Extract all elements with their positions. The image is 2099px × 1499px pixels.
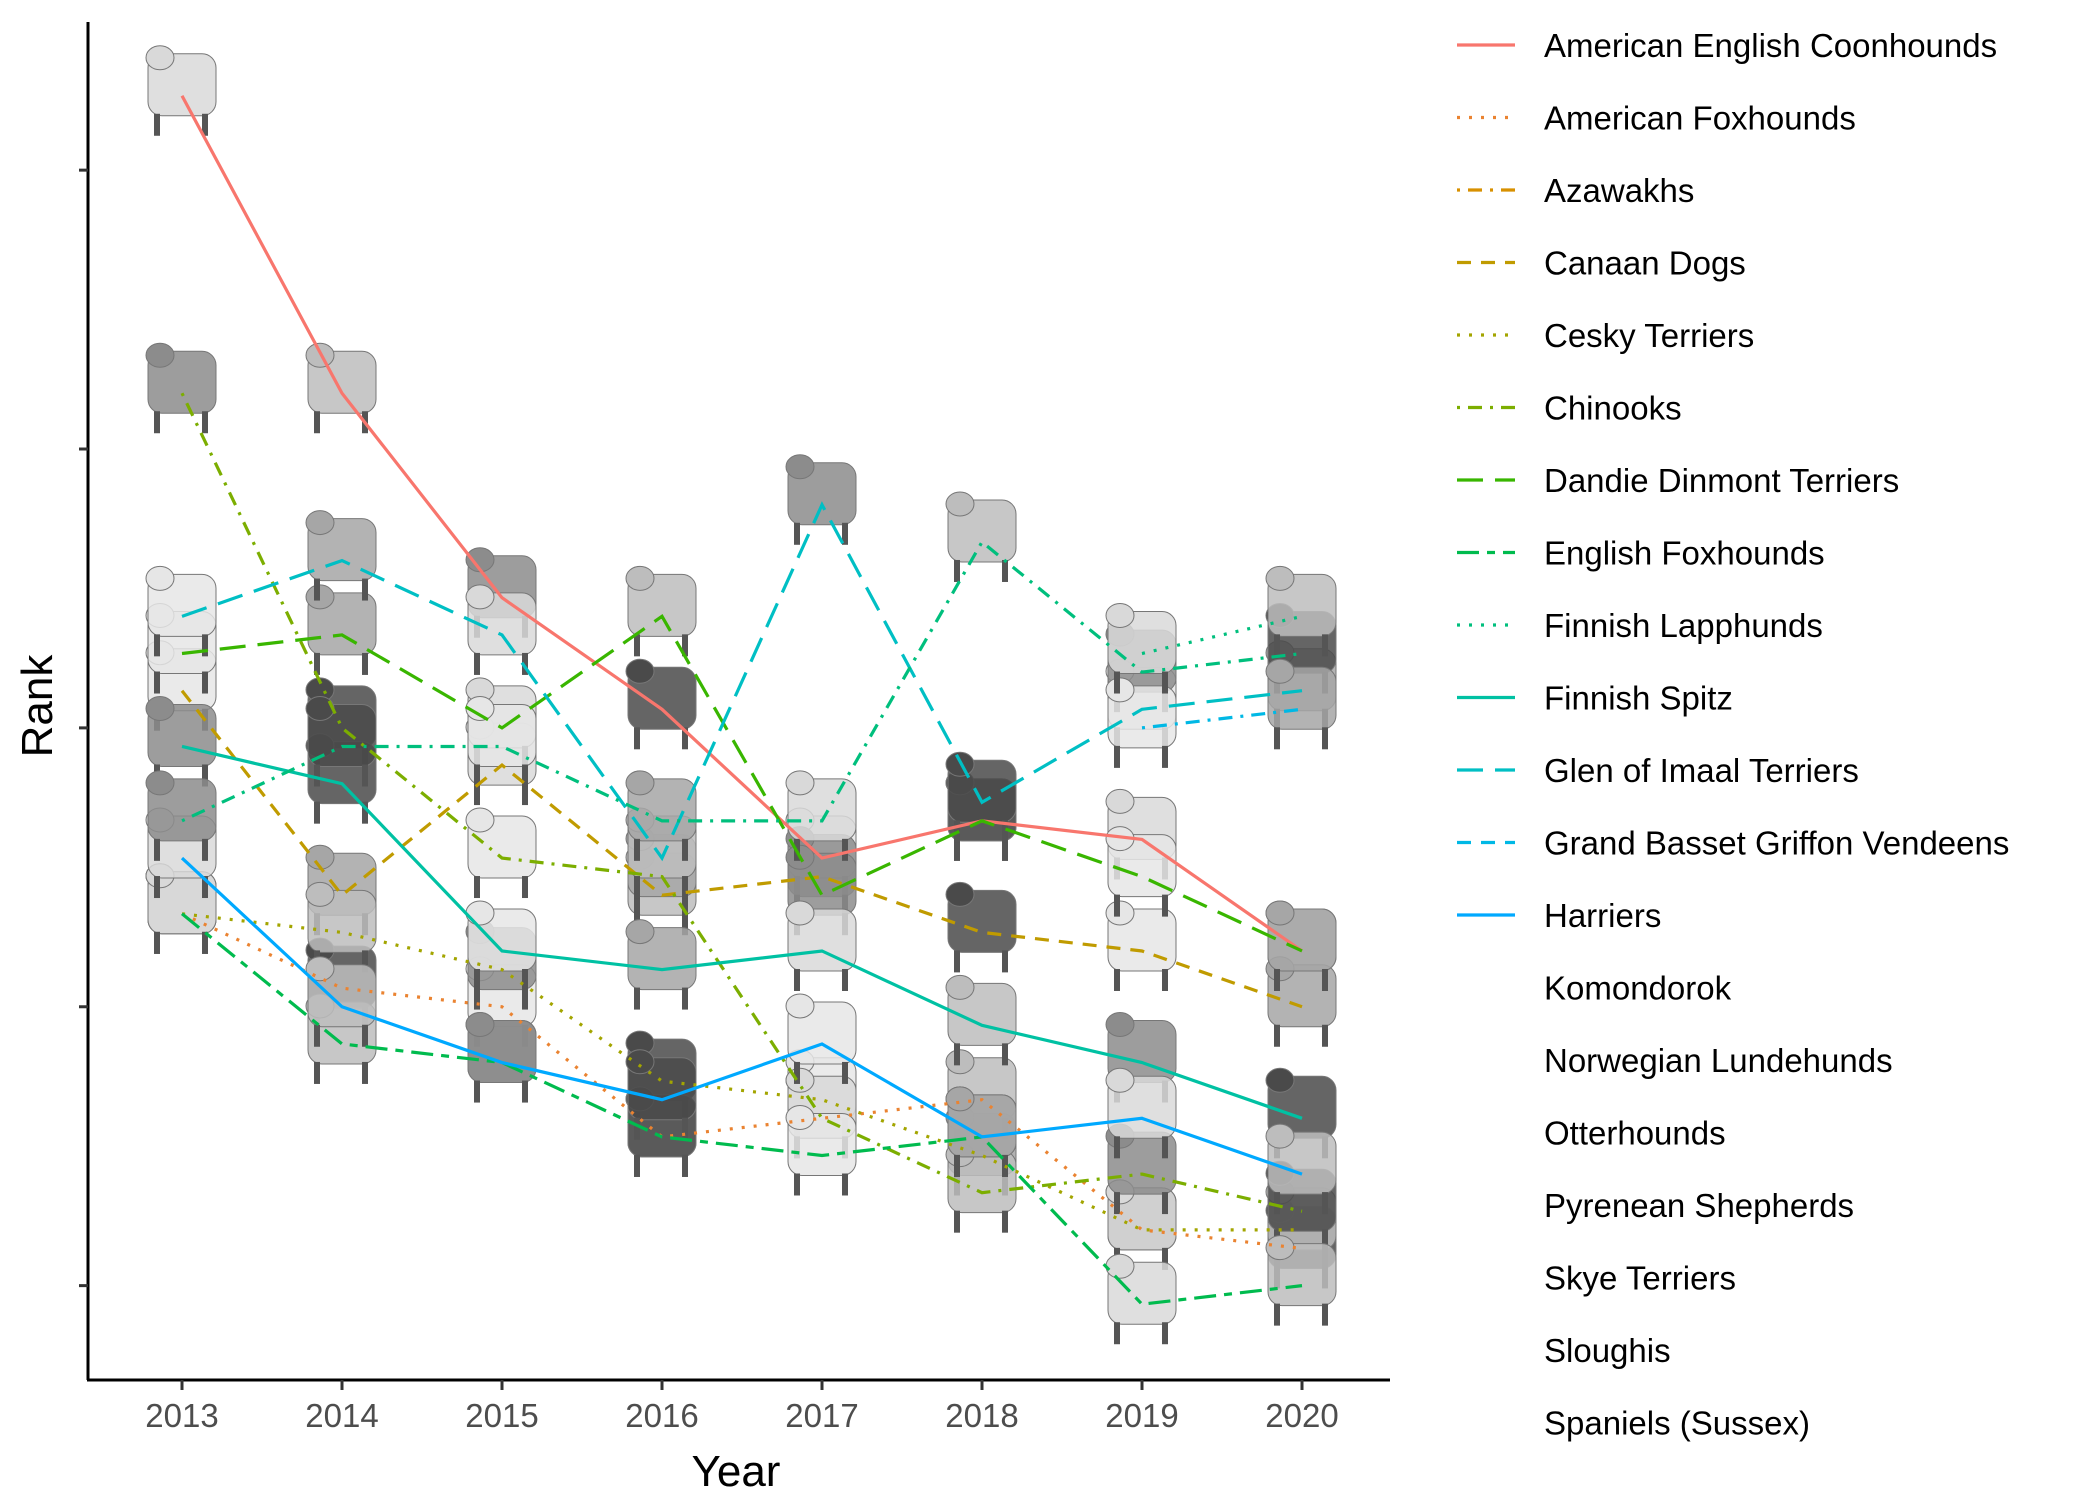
chart-axes [86, 22, 1390, 1382]
x-tick-label-2015: 2015 [465, 1397, 538, 1434]
legend-label-azawakhs: Azawakhs [1544, 172, 1694, 209]
series-line-finnish-spitz [181, 744, 1303, 1120]
dog-marker-s9-2016 [625, 919, 697, 1010]
legend-label-norwegian-lundehunds: Norwegian Lundehunds [1544, 1042, 1893, 1079]
series-line-cesky-terriers [181, 912, 1302, 1232]
legend-label-skye-terriers: Skye Terriers [1544, 1260, 1736, 1297]
series-line-english-foxhounds [180, 912, 1303, 1306]
dog-marker-s9-2017 [785, 900, 857, 991]
x-tick-label-2017: 2017 [785, 1397, 858, 1434]
chart-marks [145, 45, 1337, 1345]
legend-item-glen-of-imaal-terriers: Glen of Imaal Terriers [1457, 752, 1859, 789]
dog-marker-s12-2018 [945, 1086, 1017, 1177]
axis-ticks: 2013 2014 2015 2016 2017 2018 2019 2020 [79, 168, 1339, 1434]
legend-item-spaniels-sussex: Spaniels (Sussex) [1544, 1405, 1810, 1442]
legend-item-finnish-lapphunds: Finnish Lapphunds [1457, 607, 1823, 644]
legend-item-harriers: Harriers [1457, 897, 1661, 934]
legend-label-canaan-dogs: Canaan Dogs [1544, 245, 1746, 282]
x-tick-label-2016: 2016 [625, 1397, 698, 1434]
legend-label-otterhounds: Otterhounds [1544, 1115, 1726, 1152]
dog-marker-s6-2014 [305, 584, 377, 675]
series-line-dandie-dinmont-terriers [181, 614, 1303, 953]
dog-marker-s3-2018 [945, 881, 1017, 973]
series-lines [180, 95, 1303, 1306]
dog-marker-x1-2020 [1265, 658, 1337, 750]
legend-label-american-english-coonhounds: American English Coonhounds [1544, 27, 1997, 64]
legend-item-skye-terriers: Skye Terriers [1544, 1260, 1736, 1297]
dog-marker-s12-2020 [1265, 1123, 1337, 1215]
legend-item-dandie-dinmont-terriers: Dandie Dinmont Terriers [1457, 462, 1899, 499]
dog-marker-s10-2017 [785, 454, 857, 545]
dog-marker-s7-2017 [785, 1104, 857, 1196]
legend-label-dandie-dinmont-terriers: Dandie Dinmont Terriers [1544, 462, 1899, 499]
dog-marker-x0-2018 [945, 491, 1017, 582]
x-tick-label-2013: 2013 [145, 1397, 218, 1434]
legend-label-glen-of-imaal-terriers: Glen of Imaal Terriers [1544, 752, 1859, 789]
dog-marker-s10-2013 [145, 565, 217, 657]
legend-item-american-english-coonhounds: American English Coonhounds [1457, 27, 1997, 64]
legend-item-otterhounds: Otterhounds [1544, 1115, 1726, 1152]
dog-marker-s9-2018 [945, 974, 1017, 1066]
legend-label-sloughis: Sloughis [1544, 1332, 1671, 1369]
x-axis-title: Year [692, 1447, 781, 1496]
legend-label-english-foxhounds: English Foxhounds [1544, 535, 1825, 572]
legend-label-finnish-spitz: Finnish Spitz [1544, 680, 1733, 717]
series-line-extra-2 [1141, 707, 1303, 730]
dog-marker-s7-2019 [1105, 1253, 1177, 1345]
series-line-canaan-dogs [180, 689, 1303, 1009]
dog-marker-s5-2013 [145, 342, 217, 434]
x-tick-label-2020: 2020 [1265, 1397, 1338, 1434]
legend-label-harriers: Harriers [1544, 897, 1661, 934]
legend-item-komondorok: Komondorok [1544, 970, 1732, 1007]
legend-label-komondorok: Komondorok [1544, 970, 1732, 1007]
dog-marker-s12-2015 [465, 1012, 537, 1103]
x-tick-label-2014: 2014 [305, 1397, 378, 1434]
dog-marker-s10-2014 [305, 510, 377, 601]
dog-marker-s7-2020 [1265, 1235, 1337, 1326]
legend-label-chinooks: Chinooks [1544, 390, 1682, 427]
dog-marker-x0-2013 [145, 770, 217, 861]
legend: American English Coonhounds American Foxh… [1457, 27, 2009, 1442]
series-line-extra-1 [181, 539, 1303, 823]
legend-item-cesky-terriers: Cesky Terriers [1457, 317, 1754, 354]
dog-marker-s12-2016 [625, 1049, 697, 1140]
dog-marker-s0-2016 [625, 658, 697, 750]
legend-item-azawakhs: Azawakhs [1457, 172, 1694, 209]
dog-marker-x0-2014 [305, 695, 377, 787]
x-tick-label-2019: 2019 [1105, 1397, 1178, 1434]
dog-marker-s10-2018 [945, 751, 1017, 843]
series-line-glen-of-imaal-terriers [181, 501, 1303, 862]
legend-label-spaniels-sussex: Spaniels (Sussex) [1544, 1405, 1810, 1442]
legend-label-finnish-lapphunds: Finnish Lapphunds [1544, 607, 1823, 644]
legend-label-american-foxhounds: American Foxhounds [1544, 100, 1856, 137]
series-line-harriers [180, 856, 1303, 1176]
series-line-chinooks [180, 392, 1303, 1213]
legend-item-grand-basset-griffon-vendeens: Grand Basset Griffon Vendeens [1457, 825, 2009, 862]
legend-label-grand-basset-griffon-vendeens: Grand Basset Griffon Vendeens [1544, 825, 2009, 862]
legend-item-finnish-spitz: Finnish Spitz [1457, 680, 1733, 717]
legend-item-chinooks: Chinooks [1457, 390, 1682, 427]
dog-marker-s6-2020 [1265, 900, 1337, 991]
legend-item-american-foxhounds: American Foxhounds [1457, 100, 1856, 137]
legend-item-pyrenean-shepherds: Pyrenean Shepherds [1544, 1187, 1854, 1224]
legend-item-canaan-dogs: Canaan Dogs [1457, 245, 1746, 282]
legend-label-cesky-terriers: Cesky Terriers [1544, 317, 1754, 354]
series-line-american-foxhounds [181, 912, 1303, 1251]
y-axis-title: Rank [13, 654, 62, 758]
dog-marker-s0-2013 [145, 45, 217, 136]
dog-marker-s5-2015 [465, 807, 537, 899]
legend-item-norwegian-lundehunds: Norwegian Lundehunds [1544, 1042, 1893, 1079]
legend-item-english-foxhounds: English Foxhounds [1457, 535, 1825, 572]
dog-marker-x0-2016 [625, 770, 697, 861]
series-line-american-english-coonhounds [180, 95, 1303, 953]
dog-marker-s6-2016 [625, 565, 697, 657]
x-tick-label-2018: 2018 [945, 1397, 1018, 1434]
legend-label-pyrenean-shepherds: Pyrenean Shepherds [1544, 1187, 1854, 1224]
legend-item-sloughis: Sloughis [1544, 1332, 1671, 1369]
